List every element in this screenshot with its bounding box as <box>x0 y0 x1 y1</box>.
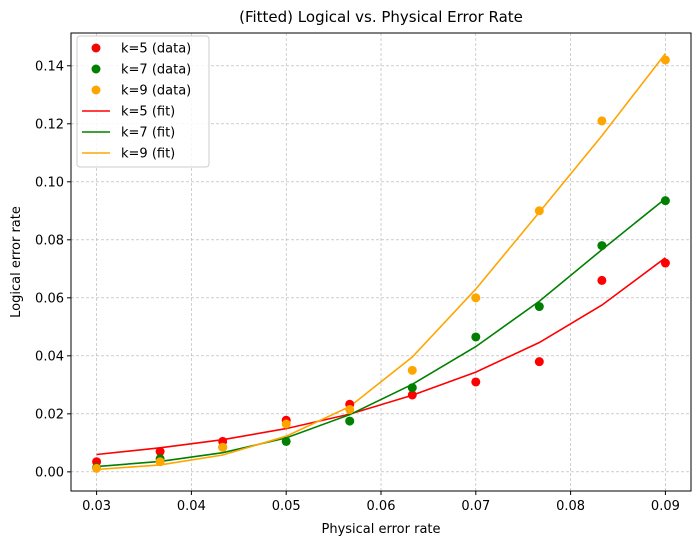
point-k-5-data <box>407 390 417 400</box>
y-tick-label: 0.02 <box>35 407 64 422</box>
point-k-5-data <box>471 377 481 387</box>
point-k-5-data <box>597 275 607 285</box>
legend-label-k-9-fit: k=9 (fit) <box>121 147 175 162</box>
point-k-7-data <box>407 383 417 393</box>
x-tick-label: 0.09 <box>651 499 680 514</box>
point-k-7-data <box>660 196 670 206</box>
point-k-5-data <box>534 357 544 367</box>
y-axis-label: Logical error rate <box>9 206 24 318</box>
point-k-9-data <box>155 457 165 467</box>
line-k-7-fit <box>96 197 666 468</box>
point-k-7-data <box>597 241 607 251</box>
x-tick-label: 0.07 <box>461 499 490 514</box>
series-points <box>92 55 670 473</box>
y-tick-label: 0.04 <box>35 349 64 364</box>
point-k-7-data <box>281 436 291 446</box>
grid <box>71 33 691 491</box>
legend-label-k-7-fit: k=7 (fit) <box>121 126 175 141</box>
y-tick-label: 0.10 <box>35 175 64 190</box>
x-tick-label: 0.06 <box>367 499 396 514</box>
point-k-9-data <box>218 442 228 452</box>
point-k-7-data <box>345 416 355 426</box>
y-axis-ticks: 0.00 0.02 0.04 0.06 0.08 0.10 0.12 0.14 <box>35 59 71 480</box>
point-k-7-data <box>471 332 481 342</box>
legend-box <box>76 35 210 168</box>
point-k-9-data <box>407 365 417 375</box>
x-tick-label: 0.05 <box>272 499 301 514</box>
point-k-5-data <box>660 258 670 268</box>
point-k-9-data <box>597 116 607 126</box>
legend-swatch-k-9-data <box>91 85 101 95</box>
line-k-9-fit <box>96 53 667 471</box>
legend-label-k-5-fit: k=5 (fit) <box>121 105 175 120</box>
chart-title: (Fitted) Logical vs. Physical Error Rate <box>239 8 523 26</box>
x-tick-label: 0.08 <box>556 499 585 514</box>
point-k-7-data <box>534 302 544 312</box>
y-tick-label: 0.08 <box>35 233 64 248</box>
point-k-9-data <box>281 419 291 429</box>
legend: k=5 (data) k=7 (data) k=9 (data) k=5 (fit) k… <box>76 35 210 168</box>
legend-label-k-7-data: k=7 (data) <box>121 63 191 78</box>
legend-label-k-5-data: k=5 (data) <box>121 42 191 57</box>
x-tick-label: 0.03 <box>82 499 111 514</box>
point-k-5-data <box>155 447 165 457</box>
y-tick-label: 0.00 <box>35 465 64 480</box>
y-tick-label: 0.14 <box>35 59 64 74</box>
line-k-5-fit <box>96 257 666 456</box>
point-k-9-data <box>534 206 544 216</box>
series-lines <box>96 53 667 471</box>
y-tick-label: 0.06 <box>35 291 64 306</box>
legend-swatch-k-5-data <box>91 43 101 53</box>
legend-label-k-9-data: k=9 (data) <box>121 84 191 99</box>
point-k-9-data <box>660 55 670 65</box>
y-tick-label: 0.12 <box>35 117 64 132</box>
point-k-9-data <box>471 293 481 303</box>
point-k-9-data <box>92 463 102 473</box>
x-axis-label: Physical error rate <box>321 522 440 537</box>
point-k-9-data <box>345 404 355 414</box>
legend-swatch-k-7-data <box>91 64 101 74</box>
x-axis-ticks: 0.03 0.04 0.05 0.06 0.07 0.08 0.09 <box>82 491 680 514</box>
x-tick-label: 0.04 <box>177 499 206 514</box>
